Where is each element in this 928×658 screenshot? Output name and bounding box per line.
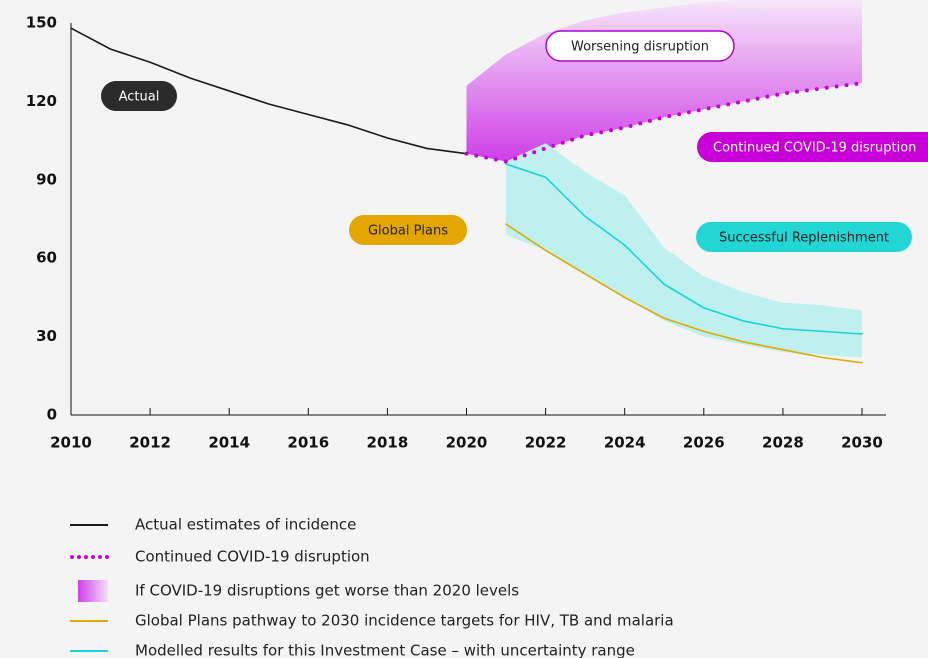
y-tick-label: 150 bbox=[26, 14, 57, 32]
x-tick-label: 2010 bbox=[50, 434, 92, 452]
x-tick-label: 2022 bbox=[525, 434, 567, 452]
annotation-label: Successful Replenishment bbox=[719, 231, 889, 246]
legend-label: Actual estimates of incidence bbox=[135, 516, 356, 534]
dotted-line bbox=[464, 81, 864, 164]
line bbox=[70, 27, 468, 155]
x-tick-label: 2020 bbox=[446, 434, 488, 452]
x-tick-label: 2030 bbox=[841, 434, 883, 452]
y-tick-label: 0 bbox=[47, 406, 57, 424]
y-tick-label: 120 bbox=[26, 92, 57, 110]
x-tick-label: 2024 bbox=[604, 434, 646, 452]
x-tick-label: 2012 bbox=[129, 434, 171, 452]
legend-label: Global Plans pathway to 2030 incidence t… bbox=[135, 612, 674, 630]
annotation-label: Worsening disruption bbox=[571, 40, 709, 55]
annotation-label: Global Plans bbox=[368, 224, 448, 239]
y-tick-label: 60 bbox=[36, 249, 57, 267]
annotation-label: Actual bbox=[119, 90, 160, 105]
legend-label: If COVID-19 disruptions get worse than 2… bbox=[135, 582, 519, 600]
legend-swatch bbox=[78, 580, 108, 602]
uncertainty-band bbox=[506, 143, 862, 358]
x-tick-label: 2014 bbox=[208, 434, 250, 452]
annotation-pill bbox=[697, 132, 928, 162]
annotation-pill bbox=[349, 215, 467, 245]
x-tick-label: 2018 bbox=[367, 434, 409, 452]
annotation-pill bbox=[101, 81, 177, 111]
line bbox=[505, 163, 863, 335]
legend-label: Continued COVID-19 disruption bbox=[135, 548, 370, 566]
annotation-pill bbox=[696, 222, 912, 252]
x-tick-label: 2016 bbox=[287, 434, 329, 452]
y-tick-label: 30 bbox=[36, 327, 57, 345]
y-tick-label: 90 bbox=[36, 170, 57, 188]
annotation-label: Continued COVID-19 disruption bbox=[713, 141, 916, 156]
x-tick-label: 2028 bbox=[762, 434, 804, 452]
line bbox=[505, 223, 863, 364]
legend-label: Modelled results for this Investment Cas… bbox=[135, 642, 635, 658]
x-tick-label: 2026 bbox=[683, 434, 725, 452]
annotation-pill bbox=[545, 30, 735, 62]
